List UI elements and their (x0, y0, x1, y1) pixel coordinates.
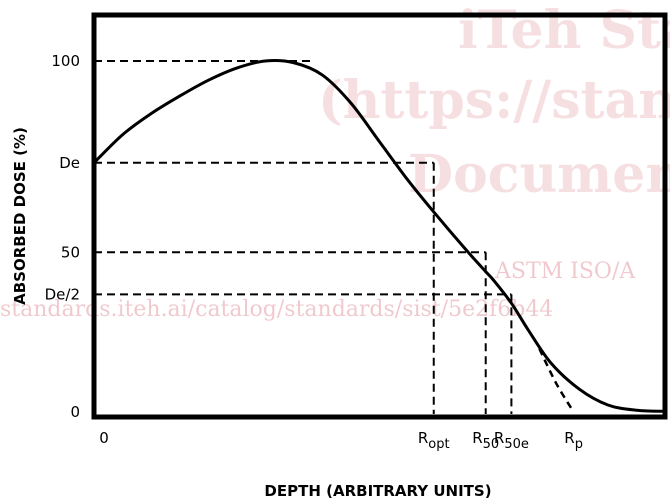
watermark-text: standards.iteh.ai/catalog/standards/sist… (0, 297, 553, 322)
depth-dose-curve (92, 59, 666, 413)
watermark-text: (https://stand (318, 70, 670, 131)
extrapolation-dashed-line (538, 348, 575, 413)
x-tick-label: R50 (472, 429, 499, 452)
watermark-text: iTeh Sta (458, 0, 670, 61)
guide-lines (94, 60, 513, 414)
watermark: iTeh Sta (https://stand Documen ASTM ISO/A s… (0, 0, 670, 322)
y-tick-label: 0 (70, 403, 80, 421)
plot-frame (91, 12, 668, 420)
x-tick-label: Ropt (418, 429, 450, 452)
watermark-text: ASTM ISO/A (494, 259, 636, 284)
y-axis-title: ABSORBED DOSE (%) (11, 127, 29, 305)
y-tick-label: De/2 (45, 285, 80, 303)
y-tick-label: 50 (61, 243, 80, 261)
series-layer (92, 59, 666, 413)
x-axis-title: DEPTH (ARBITRARY UNITS) (264, 482, 491, 500)
y-tick-label: De (59, 154, 80, 172)
y-tick-label: 100 (51, 52, 80, 70)
x-tick-label: Rp (564, 429, 583, 452)
y-tick-labels: 0 De/2 50 De 100 (45, 52, 80, 421)
x-tick-label: R50e (494, 429, 529, 452)
x-tick-label: 0 (99, 429, 109, 447)
watermark-text: Documen (408, 144, 670, 205)
